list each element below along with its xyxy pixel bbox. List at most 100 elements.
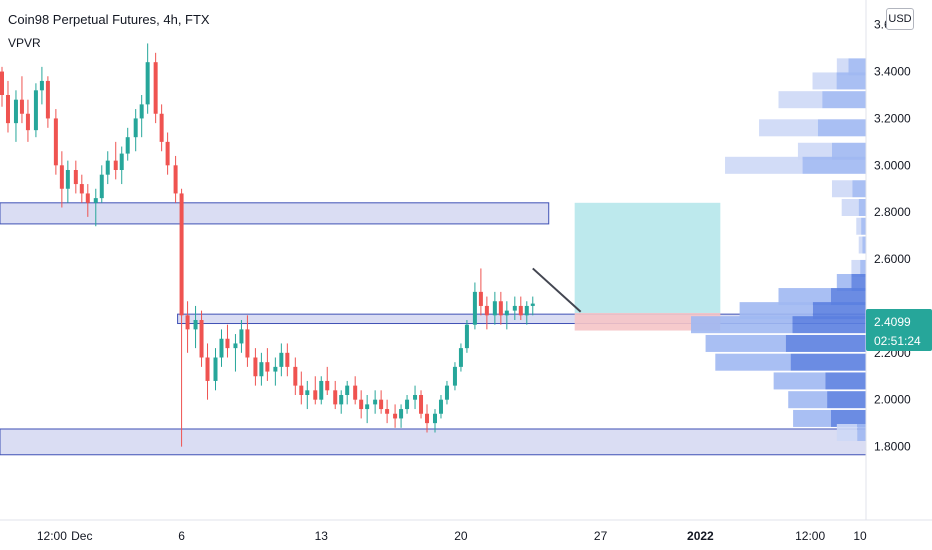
volume-profile-bar-buy bbox=[851, 259, 861, 277]
candle-body bbox=[325, 380, 330, 391]
candle-body bbox=[45, 80, 50, 119]
candle-body bbox=[125, 137, 130, 154]
candle-body bbox=[504, 310, 509, 316]
candle-body bbox=[458, 348, 463, 367]
candle-body bbox=[39, 80, 44, 91]
candle-body bbox=[319, 380, 324, 400]
time-tick-label: Dec bbox=[71, 529, 92, 543]
volume-profile-bar-sell bbox=[822, 91, 866, 109]
candle-body bbox=[530, 303, 535, 306]
currency-button[interactable]: USD bbox=[886, 8, 914, 30]
candle-body bbox=[113, 160, 118, 170]
candle-body bbox=[239, 329, 244, 344]
candle-body bbox=[193, 320, 198, 330]
volume-profile-bar-buy bbox=[831, 180, 853, 198]
trendline-drawings[interactable] bbox=[532, 267, 582, 313]
price-tick-label: 3.2000 bbox=[874, 111, 911, 125]
time-tick-label: 6 bbox=[178, 529, 185, 543]
candle-body bbox=[293, 366, 298, 386]
volume-profile-bar-buy bbox=[715, 353, 791, 371]
candle-body bbox=[524, 305, 529, 316]
candle-body bbox=[438, 399, 443, 414]
candle-body bbox=[512, 305, 517, 311]
take-profit-area[interactable] bbox=[574, 202, 721, 313]
volume-profile-bar-sell bbox=[848, 58, 866, 76]
price-tick-label: 2.0000 bbox=[874, 393, 911, 407]
key-level-zone[interactable] bbox=[0, 428, 867, 456]
key-level-zone[interactable] bbox=[0, 202, 550, 225]
volume-profile-bar-sell bbox=[836, 72, 866, 90]
candle-body bbox=[305, 390, 310, 395]
candle-body bbox=[273, 366, 278, 372]
volume-profile-bar-sell bbox=[831, 288, 866, 306]
volume-profile-bar-sell bbox=[802, 156, 866, 174]
candle-body bbox=[225, 338, 230, 349]
volume-profile-bar-buy bbox=[836, 424, 858, 441]
indicator-label[interactable]: VPVR bbox=[8, 36, 41, 50]
candle-body bbox=[5, 95, 10, 124]
candle-body bbox=[25, 113, 30, 131]
volume-profile-bar-buy bbox=[812, 72, 837, 90]
volume-profile-bar-buy bbox=[836, 58, 849, 76]
time-tick-label: 27 bbox=[594, 529, 608, 543]
candle-body bbox=[79, 184, 84, 194]
volume-profile-bar-sell bbox=[792, 316, 866, 334]
volume-profile-bar-sell bbox=[817, 119, 866, 137]
stop-loss-area[interactable] bbox=[574, 312, 721, 331]
candle-body bbox=[444, 385, 449, 400]
candle-body bbox=[185, 315, 190, 330]
candle-body bbox=[159, 113, 164, 142]
volume-profile-bar-buy bbox=[793, 409, 831, 427]
candle-body bbox=[245, 329, 250, 358]
price-tick-label: 2.6000 bbox=[874, 252, 911, 266]
candle-body bbox=[105, 160, 110, 175]
candle-body bbox=[339, 395, 344, 405]
candle-body bbox=[333, 390, 338, 405]
candle-body bbox=[59, 165, 64, 189]
bar-countdown: 02:51:24 bbox=[874, 334, 921, 348]
volume-profile-bar-sell bbox=[858, 199, 866, 216]
candle-body bbox=[359, 399, 364, 410]
volume-profile-bar-buy bbox=[725, 156, 803, 174]
time-tick-label: 20 bbox=[454, 529, 468, 543]
trend-line[interactable] bbox=[532, 267, 582, 313]
volume-profile-bar-sell bbox=[785, 334, 866, 352]
candle-body bbox=[353, 385, 358, 400]
time-axis[interactable]: 12:00 Dec 6 13 20 27 2022 12:00 10 bbox=[37, 529, 867, 543]
volume-profile-bar-sell bbox=[790, 353, 866, 371]
candle-body bbox=[478, 291, 483, 306]
volume-profile-bar-sell bbox=[860, 259, 866, 277]
volume-profile bbox=[691, 58, 866, 441]
candle-body bbox=[33, 90, 38, 131]
candle-body bbox=[99, 174, 104, 199]
candle-body bbox=[93, 198, 98, 203]
time-tick-label: 2022 bbox=[687, 529, 714, 543]
key-level-zones bbox=[0, 202, 867, 456]
candle-body bbox=[173, 165, 178, 194]
candle-body bbox=[259, 362, 264, 377]
candle-body bbox=[472, 291, 477, 325]
long-position-tool[interactable] bbox=[574, 202, 721, 331]
candle-body bbox=[385, 409, 390, 414]
candle-body bbox=[199, 320, 204, 358]
candle-body bbox=[19, 99, 24, 114]
candle-body bbox=[145, 62, 150, 105]
last-price-badge-bg bbox=[866, 309, 932, 351]
candle-body bbox=[233, 343, 238, 349]
volume-profile-bar-sell bbox=[827, 391, 866, 409]
price-axis[interactable]: 3.60003.40003.20003.00002.80002.60002.20… bbox=[874, 18, 911, 454]
candle-body bbox=[213, 357, 218, 381]
price-tick-label: 3.0000 bbox=[874, 158, 911, 172]
last-price-badge: 2.4099 02:51:24 bbox=[866, 309, 932, 351]
candle-body bbox=[432, 413, 437, 424]
volume-profile-bar-buy bbox=[705, 334, 786, 352]
candle-body bbox=[205, 357, 210, 381]
candle-body bbox=[179, 193, 184, 316]
time-tick-label: 10 bbox=[853, 529, 867, 543]
volume-profile-bar-buy bbox=[797, 142, 832, 160]
candle-body bbox=[405, 399, 410, 410]
candle-body bbox=[219, 338, 224, 358]
candle-body bbox=[53, 118, 58, 166]
candle-body bbox=[279, 352, 284, 367]
